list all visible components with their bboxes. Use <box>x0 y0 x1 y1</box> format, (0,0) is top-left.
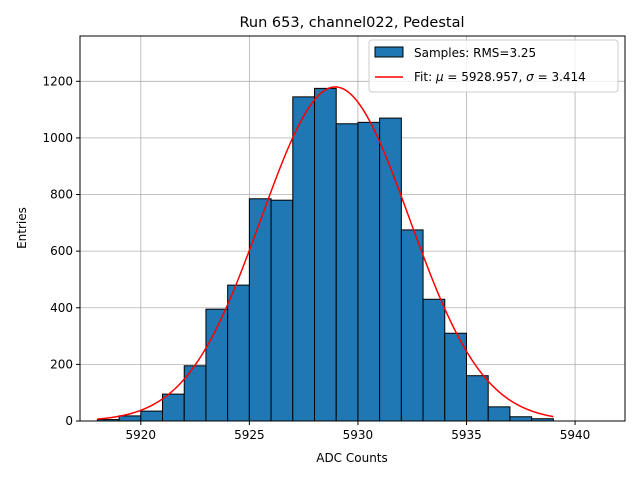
histogram-bar <box>162 393 185 422</box>
axes <box>79 35 626 422</box>
histogram-bar <box>379 117 402 422</box>
legend-frame <box>368 39 619 93</box>
histogram-bar <box>400 229 424 422</box>
fit-curve <box>97 86 554 420</box>
histogram-bar <box>118 415 142 422</box>
histogram-bar <box>465 375 489 422</box>
y-tick-label: 1200 <box>42 74 73 88</box>
chart-title: Run 653, channel022, Pedestal <box>239 15 464 31</box>
ticks: 5920 5925 5930 5935 5940 0 200 400 600 800 1000 120… <box>42 74 590 442</box>
histogram-bar <box>248 198 272 422</box>
histogram-bar <box>357 121 381 422</box>
histogram-bar <box>487 406 511 422</box>
y-tick-label: 800 <box>50 188 73 202</box>
legend: Samples: RMS=3.25 Fit: μ = 5928.957, σ =… <box>368 39 619 93</box>
y-tick-label: 1000 <box>42 131 73 145</box>
x-tick-label: 5920 <box>126 428 157 442</box>
y-axis-label: Entries <box>15 207 29 249</box>
histogram-bar <box>335 123 359 422</box>
legend-hist-swatch <box>374 46 404 58</box>
histogram-bars <box>96 87 554 422</box>
fit-curve-group <box>97 86 554 420</box>
y-tick-label: 0 <box>65 414 73 428</box>
histogram-bar <box>140 410 164 422</box>
histogram-bar <box>292 96 316 422</box>
y-tick-label: 200 <box>50 357 73 371</box>
x-tick-label: 5930 <box>343 428 374 442</box>
x-tick-label: 5940 <box>560 428 591 442</box>
axes-frame <box>79 35 626 422</box>
histogram-bar <box>227 284 250 422</box>
histogram-bar <box>314 87 337 422</box>
histogram-bar <box>422 298 446 422</box>
y-tick-label: 600 <box>50 244 73 258</box>
x-tick-label: 5925 <box>234 428 265 442</box>
histogram-bar <box>270 199 294 422</box>
x-axis-label: ADC Counts <box>316 451 388 465</box>
x-tick-label: 5935 <box>451 428 482 442</box>
histogram-bar <box>205 308 229 422</box>
y-tick-label: 400 <box>50 301 73 315</box>
legend-hist-label: Samples: RMS=3.25 <box>414 46 536 60</box>
histogram-bar <box>509 416 533 422</box>
legend-fit-label: Fit: μ = 5928.957, σ = 3.414 <box>414 70 586 84</box>
